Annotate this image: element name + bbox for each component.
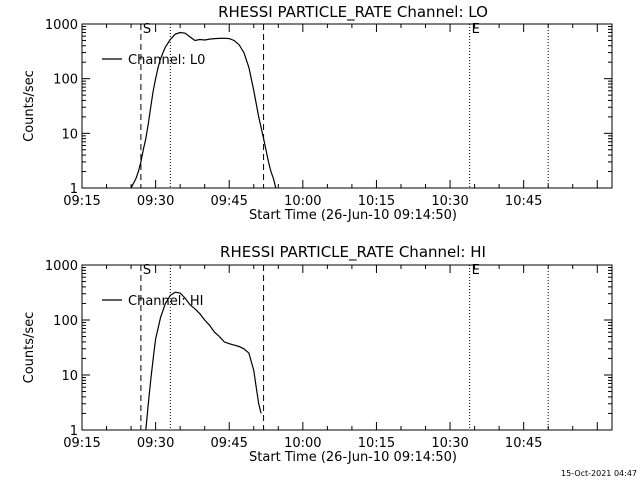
x-tick-label: 10:00 [284, 194, 321, 209]
x-tick-label: 09:15 [63, 194, 100, 209]
x-tick-label: 10:45 [505, 436, 542, 451]
x-tick-label: 10:00 [284, 436, 321, 451]
x-tick-label: 09:45 [210, 194, 247, 209]
y-tick-label: 1000 [45, 259, 78, 274]
y-axis-label: Counts/sec [22, 312, 37, 384]
x-tick-label: 10:15 [358, 194, 395, 209]
timestamp-footer: 15-Oct-2021 04:47 [561, 469, 637, 478]
x-tick-label: 10:30 [431, 194, 468, 209]
x-tick-label: 10:30 [431, 436, 468, 451]
series-line-hi [145, 291, 262, 431]
y-tick-label: 100 [53, 314, 78, 329]
x-axis-label: Start Time (26-Jun-10 09:14:50) [249, 450, 457, 465]
time-marker-label: S [143, 22, 151, 37]
x-tick-label: 10:45 [505, 194, 542, 209]
legend-entry: Channel: L0 [128, 53, 205, 68]
time-marker-label: S [143, 263, 151, 278]
chart-panel-lo: RHESSI PARTICLE_RATE Channel: LO Start Ti… [22, 3, 613, 223]
y-tick-label: 1 [70, 182, 78, 197]
plot-frame [81, 264, 613, 431]
y-tick-label: 10 [61, 369, 78, 384]
plot-frame [81, 23, 613, 189]
y-tick-label: 10 [61, 127, 78, 142]
x-tick-label: 09:30 [137, 436, 174, 451]
chart-title: RHESSI PARTICLE_RATE Channel: LO [218, 3, 488, 22]
y-tick-label: 100 [53, 73, 78, 88]
y-tick-label: 1 [70, 424, 78, 439]
time-marker-label: E [472, 22, 480, 37]
y-tick-label: 1000 [45, 18, 78, 33]
y-axis-label: Counts/sec [22, 70, 37, 142]
x-tick-label: 09:15 [63, 436, 100, 451]
x-tick-label: 09:30 [137, 194, 174, 209]
chart-panel-hi: RHESSI PARTICLE_RATE Channel: HI Start Ti… [22, 243, 613, 465]
time-marker-label: E [472, 263, 480, 278]
legend-entry: Channel: HI [128, 294, 204, 309]
x-tick-label: 10:15 [358, 436, 395, 451]
x-tick-label: 09:45 [210, 436, 247, 451]
chart-title: RHESSI PARTICLE_RATE Channel: HI [220, 243, 486, 262]
series-line-lo [130, 31, 277, 189]
x-axis-label: Start Time (26-Jun-10 09:14:50) [249, 208, 457, 223]
